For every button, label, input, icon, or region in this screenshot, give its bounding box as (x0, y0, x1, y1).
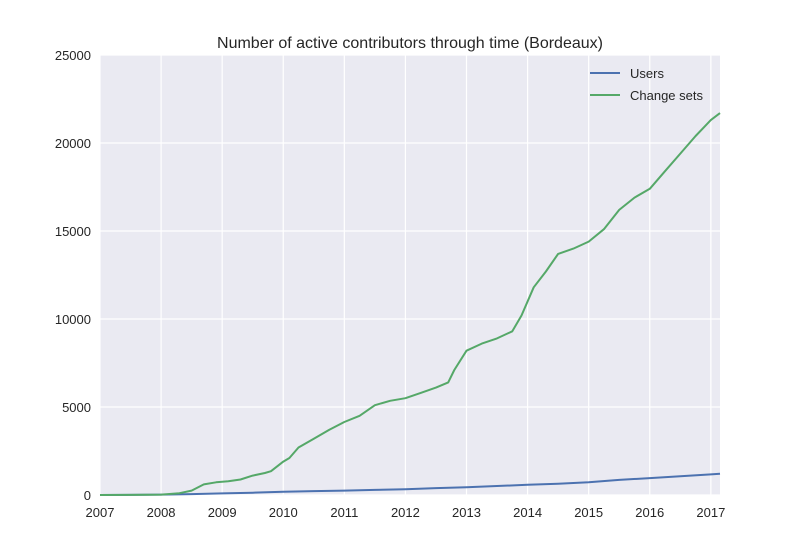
y-tick-label: 0 (84, 488, 91, 503)
x-tick-label: 2017 (696, 505, 725, 520)
series-line-users (99, 472, 721, 496)
y-tick-label: 20000 (55, 136, 91, 151)
x-tick-label: 2007 (86, 505, 115, 520)
grid-lines (99, 54, 720, 496)
y-tick-label: 5000 (62, 400, 91, 415)
x-tick-label: 2015 (574, 505, 603, 520)
x-tick-label: 2011 (330, 505, 358, 520)
legend: Users Change sets (590, 66, 703, 103)
series-line-change-sets (99, 112, 721, 496)
y-tick-label: 25000 (55, 48, 91, 63)
tick-labels: 2007 2008 2009 2010 2011 2012 2013 2014 2015 2016… (55, 48, 725, 520)
x-tick-label: 2009 (208, 505, 237, 520)
legend-label: Users (630, 66, 664, 81)
x-tick-label: 2014 (513, 505, 542, 520)
series-layer (99, 112, 721, 496)
x-tick-label: 2016 (635, 505, 664, 520)
x-tick-label: 2013 (452, 505, 481, 520)
x-tick-label: 2010 (269, 505, 298, 520)
plot-area (100, 55, 720, 495)
chart-title: Number of active contributors through ti… (217, 35, 603, 52)
legend-label: Change sets (630, 88, 703, 103)
y-tick-label: 10000 (55, 312, 91, 327)
x-tick-label: 2008 (147, 505, 176, 520)
x-tick-label: 2012 (391, 505, 420, 520)
y-tick-label: 15000 (55, 224, 91, 239)
